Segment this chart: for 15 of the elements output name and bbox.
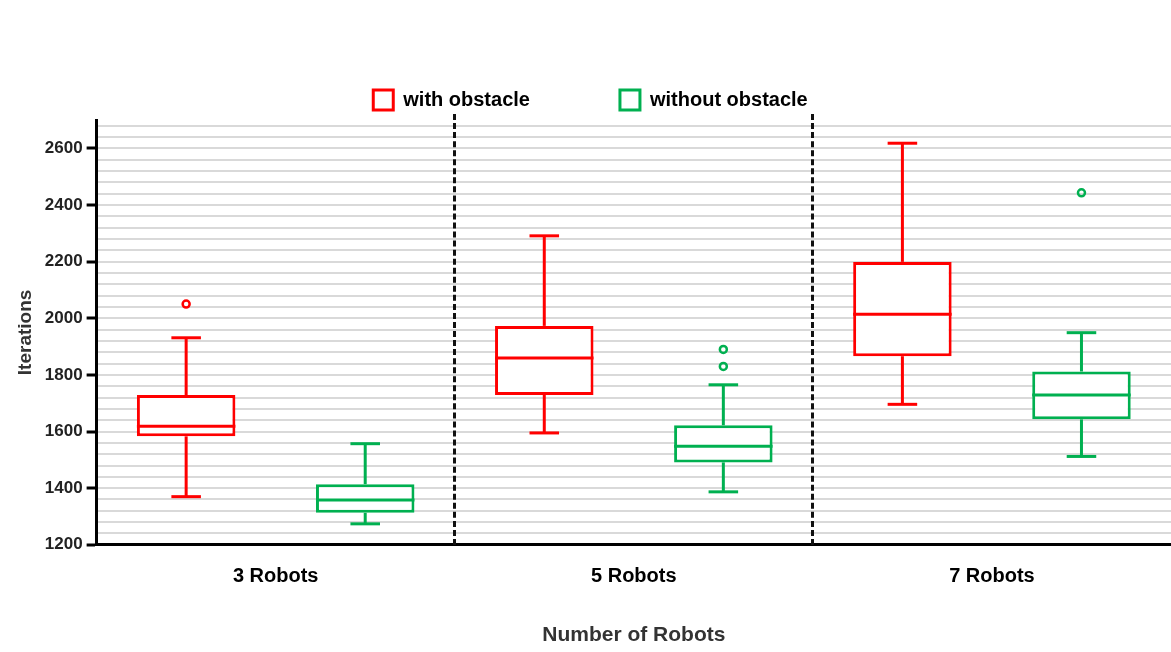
x-axis-title: Number of Robots (542, 622, 726, 646)
y-tick-label: 1600 (44, 421, 83, 441)
y-tick-label: 2000 (44, 307, 83, 327)
y-tick-label: 1800 (44, 364, 83, 384)
x-tick-label: 5 Robots (591, 564, 677, 587)
y-tick-label: 2600 (44, 138, 83, 158)
legend-label: without obstacle (648, 87, 808, 110)
y-tick-label: 2200 (44, 251, 83, 271)
x-tick-label: 7 Robots (949, 564, 1035, 587)
x-tick-label: 3 Robots (232, 564, 319, 587)
y-tick-label: 1400 (44, 477, 83, 497)
y-tick-label: 2400 (44, 194, 83, 214)
y-axis-title: Iterations (13, 289, 35, 376)
y-tick-label: 1200 (44, 534, 83, 554)
legend-label: with obstacle (402, 87, 530, 110)
